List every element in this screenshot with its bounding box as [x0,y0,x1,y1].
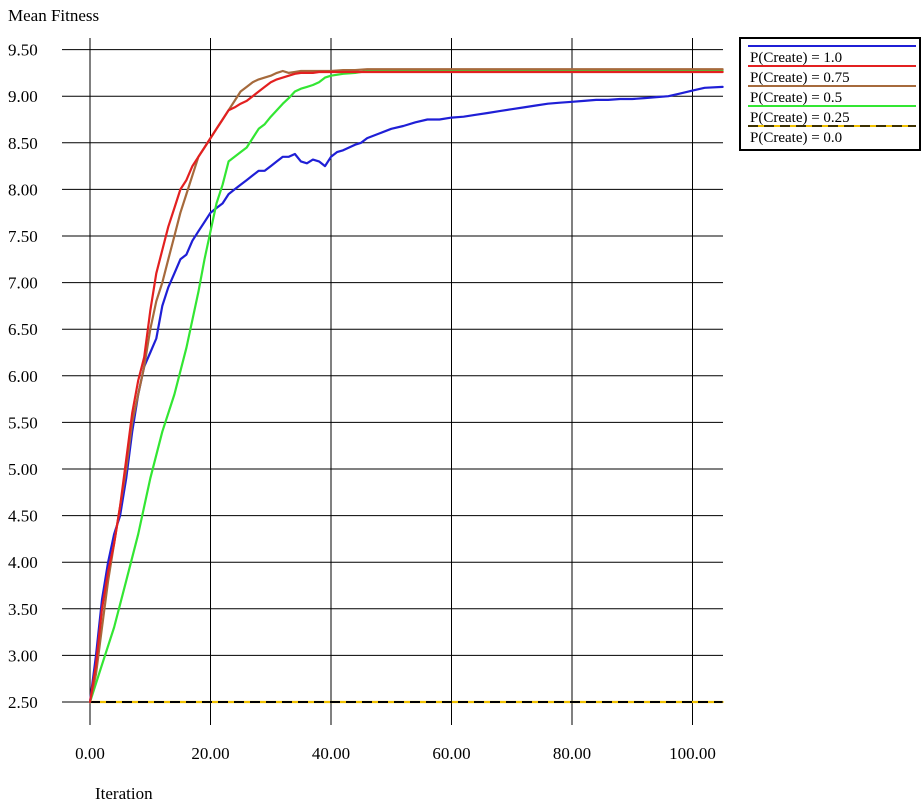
y-tick-label: 8.50 [8,134,38,153]
legend-entry-4: P(Create) = 0.0 [750,130,842,146]
series-layer [88,68,724,704]
y-tick-label: 5.50 [8,413,38,432]
tick-layer: 2.50 3.00 3.50 4.00 4.50 5.00 5.50 6.00 6.50 7.00… [8,41,716,763]
legend-entry-1: P(Create) = 0.75 [750,70,850,86]
legend: P(Create) = 1.0 P(Create) = 0.75 P(Create)… [739,37,921,151]
y-tick-label: 3.50 [8,600,38,619]
series-line-2 [88,68,724,704]
grid-layer [62,38,723,725]
x-tick-label: 20.00 [191,744,229,763]
y-axis-label: Mean Fitness [8,6,99,25]
legend-entry-3: P(Create) = 0.25 [750,110,850,126]
y-tick-label: 6.50 [8,320,38,339]
y-tick-label: 4.50 [8,507,38,526]
x-tick-label: 80.00 [553,744,591,763]
series-line-0 [88,85,724,704]
x-tick-label: 40.00 [312,744,350,763]
y-tick-label: 8.00 [8,180,38,199]
y-tick-label: 5.00 [8,460,38,479]
y-tick-label: 7.00 [8,274,38,293]
y-tick-label: 4.00 [8,553,38,572]
y-tick-label: 9.50 [8,41,38,60]
y-tick-label: 3.00 [8,646,38,665]
series-line-1 [88,70,724,704]
legend-entry-0: P(Create) = 1.0 [750,50,842,66]
y-tick-label: 2.50 [8,693,38,712]
x-tick-label: 100.00 [669,744,716,763]
x-tick-label: 60.00 [432,744,470,763]
y-tick-label: 9.00 [8,87,38,106]
legend-box [739,37,921,151]
x-tick-label: 0.00 [75,744,105,763]
y-tick-label: 6.00 [8,367,38,386]
series-line-3 [88,69,724,704]
legend-entry-2: P(Create) = 0.5 [750,90,842,106]
y-tick-label: 7.50 [8,227,38,246]
x-axis-label: Iteration [95,784,153,803]
